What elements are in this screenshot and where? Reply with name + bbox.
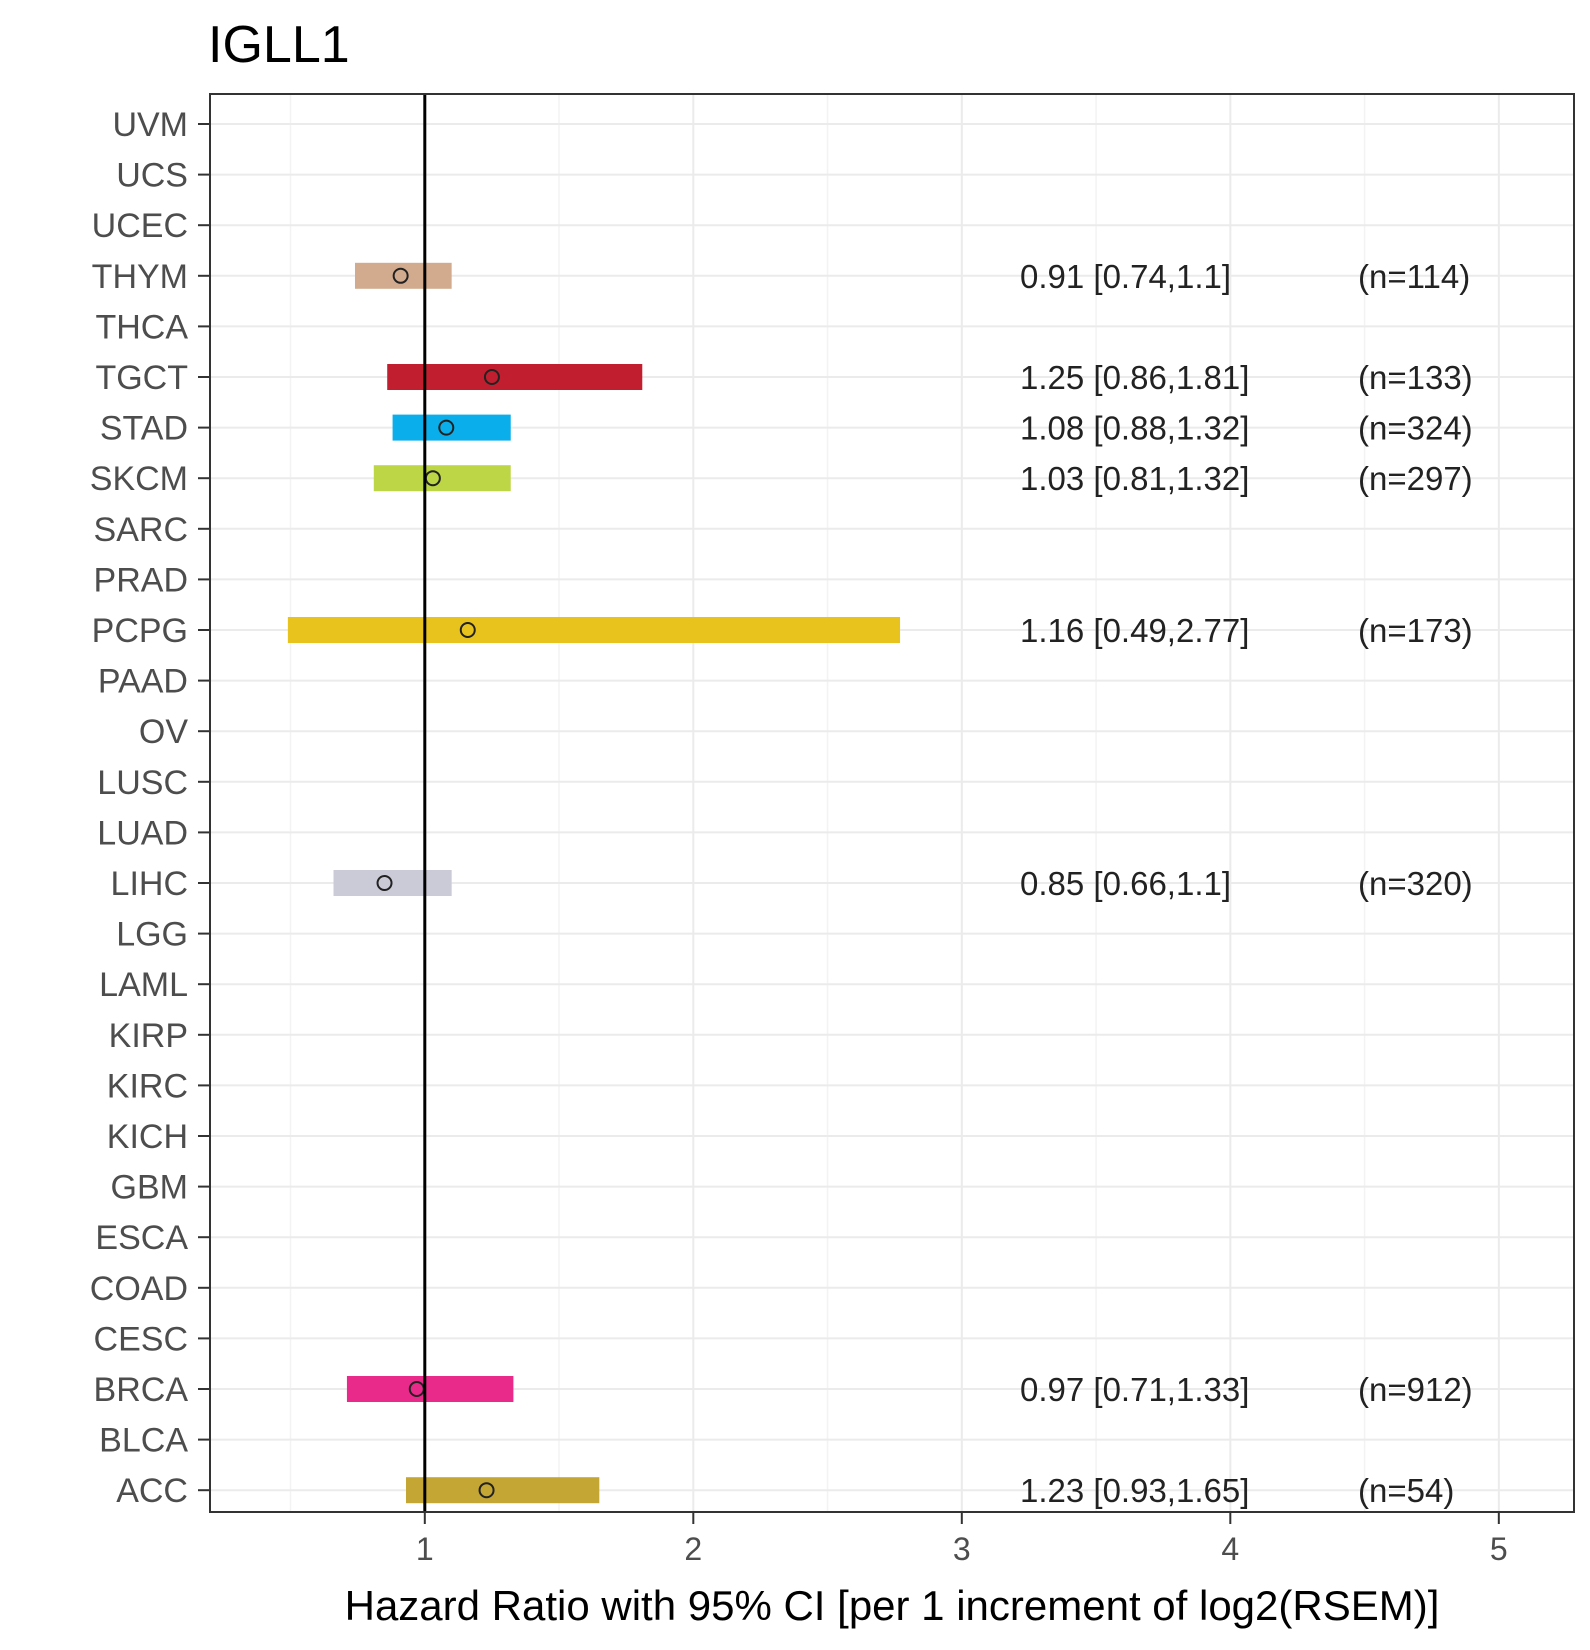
n-label-acc: (n=54) — [1358, 1472, 1454, 1509]
y-tick-label: SKCM — [90, 460, 188, 498]
y-tick-label: THCA — [95, 308, 188, 346]
ci-bar-skcm — [373, 465, 511, 492]
y-tick-label: PCPG — [92, 612, 188, 650]
n-label-brca: (n=912) — [1358, 1371, 1473, 1408]
annotations: 0.91 [0.74,1.1] (n=114) 1.25 [0.86,1.81] (n… — [1020, 258, 1473, 1509]
y-tick-label: LUSC — [97, 764, 188, 802]
ci-label-lihc: 0.85 [0.66,1.1] — [1020, 865, 1231, 902]
panel-border — [209, 93, 1575, 1513]
y-tick-label: BLCA — [99, 1422, 188, 1460]
y-tick-label: SARC — [94, 511, 188, 549]
y-tick-label: KIRC — [107, 1067, 188, 1105]
ci-label-stad: 1.08 [0.88,1.32] — [1020, 410, 1249, 447]
y-axis: UVM UCS UCEC THYM THCA TGCT STAD SKCM SARC PRAD PC… — [90, 106, 210, 1510]
ci-bar-brca — [346, 1376, 514, 1402]
x-tick-label: 5 — [1490, 1531, 1508, 1567]
y-tick-label: UVM — [112, 106, 188, 144]
y-tick-label: STAD — [100, 410, 188, 448]
ci-label-acc: 1.23 [0.93,1.65] — [1020, 1472, 1249, 1509]
x-axis: 1 2 3 4 5 — [416, 1512, 1508, 1567]
x-axis-title: Hazard Ratio with 95% CI [per 1 incremen… — [345, 1582, 1440, 1629]
y-tick-label: ACC — [116, 1472, 188, 1510]
n-label-lihc: (n=320) — [1358, 865, 1473, 902]
y-tick-label: LAML — [99, 966, 188, 1004]
y-tick-label: OV — [139, 713, 188, 751]
x-tick-label: 3 — [953, 1531, 971, 1567]
grid-lines — [210, 94, 1574, 1512]
y-tick-label: COAD — [90, 1270, 188, 1308]
n-label-skcm: (n=297) — [1358, 460, 1473, 497]
y-tick-label: LGG — [116, 916, 188, 954]
ci-bar-stad — [392, 414, 511, 441]
ci-bar-thym — [354, 262, 452, 289]
y-tick-label: UCS — [116, 157, 188, 195]
n-label-thym: (n=114) — [1358, 258, 1470, 295]
ci-label-pcpg: 1.16 [0.49,2.77] — [1020, 612, 1249, 649]
chart-title: IGLL1 — [208, 16, 350, 74]
ci-bar-tgct — [387, 364, 643, 390]
ci-bar-acc — [406, 1477, 600, 1504]
x-tick-label: 1 — [416, 1531, 434, 1567]
ci-bars — [287, 262, 901, 1504]
ci-label-tgct: 1.25 [0.86,1.81] — [1020, 359, 1249, 396]
ci-label-thym: 0.91 [0.74,1.1] — [1020, 258, 1231, 295]
y-tick-label: BRCA — [94, 1371, 189, 1409]
hr-points — [376, 267, 500, 1499]
x-tick-label: 4 — [1221, 1531, 1239, 1567]
n-label-pcpg: (n=173) — [1358, 612, 1473, 649]
y-tick-label: KIRP — [109, 1017, 188, 1055]
y-tick-label: TGCT — [95, 359, 188, 397]
ci-label-brca: 0.97 [0.71,1.33] — [1020, 1371, 1249, 1408]
y-tick-label: LIHC — [111, 865, 188, 903]
y-tick-label: GBM — [111, 1169, 188, 1207]
y-tick-label: CESC — [94, 1320, 188, 1358]
hr-point-pcpg — [459, 622, 476, 638]
y-tick-label: PRAD — [94, 561, 188, 599]
hr-point-stad — [438, 419, 455, 436]
hr-point-thym — [392, 267, 409, 284]
ci-bar-pcpg — [287, 617, 901, 643]
y-tick-label: KICH — [107, 1118, 188, 1156]
y-tick-label: PAAD — [98, 663, 188, 701]
hr-point-acc — [478, 1482, 495, 1499]
hr-point-tgct — [483, 369, 500, 385]
y-tick-label: UCEC — [92, 207, 188, 245]
y-tick-label: THYM — [92, 258, 188, 296]
n-label-tgct: (n=133) — [1358, 359, 1473, 396]
y-tick-label: ESCA — [95, 1219, 188, 1257]
x-tick-label: 2 — [684, 1531, 702, 1567]
ci-bar-lihc — [333, 870, 452, 896]
n-label-stad: (n=324) — [1358, 410, 1473, 447]
hr-point-lihc — [376, 875, 393, 891]
ci-label-skcm: 1.03 [0.81,1.32] — [1020, 460, 1249, 497]
y-tick-label: LUAD — [97, 814, 188, 852]
